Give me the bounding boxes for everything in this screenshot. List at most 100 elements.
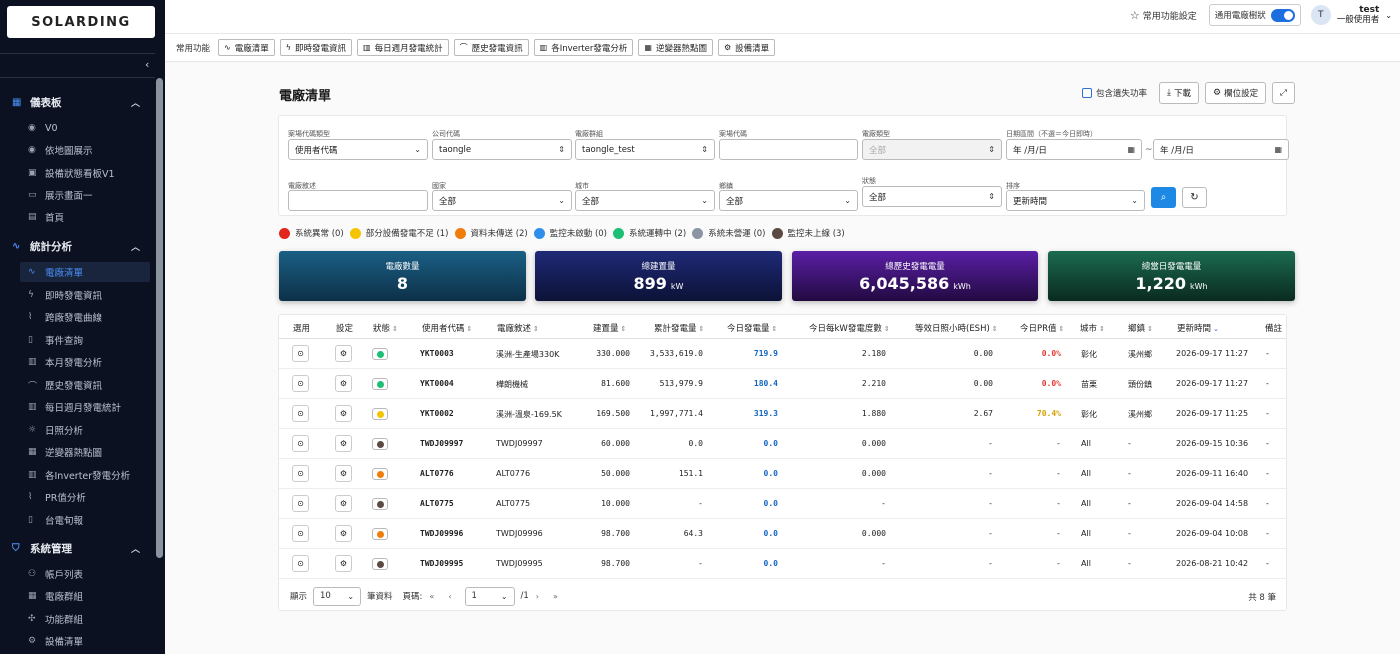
legend-item[interactable]: 資料未傳送 (2) bbox=[454, 227, 528, 239]
select-row-button[interactable]: ⊙ bbox=[292, 435, 309, 452]
column-header[interactable]: 累計發電量 ⇕ bbox=[654, 322, 704, 334]
date-from-input[interactable]: 年 /月/日 ▦ bbox=[1006, 139, 1142, 160]
last-page-icon[interactable]: » bbox=[553, 591, 558, 601]
plant-group-select[interactable]: taongle_test ⇕ bbox=[575, 139, 715, 160]
sidebar-item-heatmap[interactable]: ▦ 逆變器熱點圖 bbox=[20, 442, 150, 462]
row-settings-button[interactable]: ⚙ bbox=[335, 435, 352, 452]
column-header[interactable]: 今日發電量 ⇕ bbox=[727, 322, 777, 334]
sidebar-item-report[interactable]: ▯ 台電旬報 bbox=[20, 510, 150, 530]
sidebar-group-analytics[interactable]: ∿ 統計分析 ︿ bbox=[12, 237, 140, 255]
sidebar-item-events[interactable]: ▯ 事件查詢 bbox=[20, 330, 150, 350]
sidebar-item-home[interactable]: ▤ 首頁 bbox=[20, 207, 150, 227]
status-select[interactable]: 全部 ⇕ bbox=[862, 186, 1002, 207]
country-select[interactable]: 全部 ⌄ bbox=[432, 190, 572, 211]
select-row-button[interactable]: ⊙ bbox=[292, 345, 309, 362]
column-header[interactable]: 今日PR值 ⇕ bbox=[1020, 322, 1064, 334]
page-size-select[interactable]: 10 ⌄ bbox=[313, 586, 362, 606]
legend-item[interactable]: 系統運轉中 (2) bbox=[613, 227, 686, 239]
plant-desc-input[interactable] bbox=[288, 190, 428, 211]
column-header[interactable]: 鄉鎮 ⇕ bbox=[1128, 322, 1153, 334]
sidebar-group-dashboard[interactable]: ▦ 儀表板 ︿ bbox=[12, 93, 140, 111]
sidebar-item-monthly[interactable]: ▥ 本月發電分析 bbox=[20, 352, 150, 372]
code-type-select[interactable]: 使用者代碼 ⌄ bbox=[288, 139, 428, 160]
user-info[interactable]: test 一般使用者 bbox=[1337, 5, 1380, 25]
include-loss-checkbox[interactable] bbox=[1082, 88, 1092, 98]
select-row-button[interactable]: ⊙ bbox=[292, 495, 309, 512]
next-page-icon[interactable]: › bbox=[535, 591, 539, 601]
chevron-down-icon[interactable]: ⌄ bbox=[1385, 10, 1392, 20]
legend-item[interactable]: 監控未上線 (3) bbox=[771, 227, 845, 239]
column-header[interactable]: 使用者代碼 ⇕ bbox=[422, 322, 472, 334]
sidebar-item-v0[interactable]: ◉ V0 bbox=[20, 118, 150, 138]
row-settings-button[interactable]: ⚙ bbox=[335, 555, 352, 572]
select-row-button[interactable]: ⊙ bbox=[292, 525, 309, 542]
toggle-switch[interactable] bbox=[1270, 8, 1295, 22]
sidebar-item-cross-curve[interactable]: ⌇ 跨廠發電曲線 bbox=[20, 307, 150, 327]
column-header[interactable]: 電廠敘述 ⇕ bbox=[497, 322, 539, 334]
search-button[interactable]: ⌕ bbox=[1151, 187, 1176, 208]
row-settings-button[interactable]: ⚙ bbox=[335, 495, 352, 512]
sidebar-group-system[interactable]: ⛉ 系統管理 ︿ bbox=[12, 539, 140, 557]
current-page-select[interactable]: 1 ⌄ bbox=[464, 586, 515, 606]
row-settings-button[interactable]: ⚙ bbox=[335, 405, 352, 422]
sidebar-item-irradiance[interactable]: ☼ 日照分析 bbox=[20, 420, 150, 440]
site-code-input[interactable] bbox=[719, 139, 858, 160]
first-page-icon[interactable]: « bbox=[429, 591, 435, 601]
quick-heatmap-button[interactable]: ▦ 逆變器熱點圖 bbox=[638, 39, 713, 56]
column-header[interactable]: 等效日照小時(ESH) ⇕ bbox=[915, 322, 998, 334]
quick-realtime-button[interactable]: ϟ 即時發電資訊 bbox=[279, 39, 353, 56]
sidebar-item-display[interactable]: ▭ 展示畫面一 bbox=[20, 185, 150, 205]
column-header[interactable]: 城市 ⇕ bbox=[1080, 322, 1105, 334]
sort-select[interactable]: 更新時間 ⌄ bbox=[1006, 190, 1145, 211]
select-row-button[interactable]: ⊙ bbox=[292, 375, 309, 392]
sidebar-item-inverter[interactable]: ▥ 各Inverter發電分析 bbox=[20, 465, 150, 485]
sidebar-item-history[interactable]: ⌒ 歷史發電資訊 bbox=[20, 375, 150, 395]
row-settings-button[interactable]: ⚙ bbox=[335, 375, 352, 392]
row-settings-button[interactable]: ⚙ bbox=[335, 525, 352, 542]
fullscreen-button[interactable]: ⤢ bbox=[1272, 82, 1295, 104]
prev-page-icon[interactable]: ‹ bbox=[448, 591, 452, 601]
sidebar-item-period-stats[interactable]: ▥ 每日週月發電統計 bbox=[20, 397, 150, 417]
legend-item[interactable]: 系統未營運 (0) bbox=[692, 227, 766, 239]
sidebar-item-plant-groups[interactable]: ▦ 電廠群組 bbox=[20, 586, 150, 606]
row-settings-button[interactable]: ⚙ bbox=[335, 345, 352, 362]
favorites-settings-link[interactable]: ☆ 常用功能設定 bbox=[1130, 9, 1197, 22]
collapse-sidebar-icon[interactable]: ‹ bbox=[145, 58, 150, 71]
column-header[interactable]: 今日每kW發電度數 ⇕ bbox=[809, 322, 890, 334]
quick-devices-button[interactable]: ⚙ 設備清單 bbox=[717, 39, 776, 56]
legend-item[interactable]: 監控未啟動 (0) bbox=[533, 227, 607, 239]
sidebar-item-accounts[interactable]: ⚇ 帳戶列表 bbox=[20, 564, 150, 584]
sidebar-item-devices[interactable]: ⚙ 設備清單 bbox=[20, 631, 150, 651]
column-settings-button[interactable]: ⚙ 欄位設定 bbox=[1205, 82, 1267, 104]
plant-tree-toggle[interactable]: 通用電廠樹狀 bbox=[1208, 4, 1301, 26]
download-button[interactable]: ⤓ 下載 bbox=[1159, 82, 1200, 104]
logo[interactable]: SOLARDING bbox=[7, 6, 155, 38]
company-code-select[interactable]: taongle ⇕ bbox=[432, 139, 572, 160]
sidebar-item-pr[interactable]: ⌇ PR值分析 bbox=[20, 487, 150, 507]
row-settings-button[interactable]: ⚙ bbox=[335, 465, 352, 482]
select-row-button[interactable]: ⊙ bbox=[292, 405, 309, 422]
legend-item[interactable]: 系統異常 (0) bbox=[279, 227, 344, 239]
sidebar-item-device-board[interactable]: ▣ 設備狀態看板V1 bbox=[20, 163, 150, 183]
sidebar-item-realtime[interactable]: ϟ 即時發電資訊 bbox=[20, 285, 150, 305]
quick-plant-list-button[interactable]: ∿ 電廠清單 bbox=[218, 39, 275, 56]
sort-icon: ⇕ bbox=[392, 325, 398, 333]
town-select[interactable]: 全部 ⌄ bbox=[719, 190, 858, 211]
date-to-input[interactable]: 年 /月/日 ▦ bbox=[1153, 139, 1289, 160]
quick-period-stats-button[interactable]: ▥ 每日週月發電統計 bbox=[357, 39, 449, 56]
select-row-button[interactable]: ⊙ bbox=[292, 465, 309, 482]
column-header[interactable]: 更新時間 ⌄ bbox=[1177, 322, 1219, 334]
legend-item[interactable]: 部分設備發電不足 (1) bbox=[349, 227, 449, 239]
sidebar-item-function-groups[interactable]: ✣ 功能群組 bbox=[20, 609, 150, 629]
reset-button[interactable]: ↻ bbox=[1182, 187, 1207, 208]
sidebar-item-map[interactable]: ◉ 依地圖展示 bbox=[20, 140, 150, 160]
column-header[interactable]: 建置量 ⇕ bbox=[593, 322, 626, 334]
quick-inverter-button[interactable]: ▥ 各Inverter發電分析 bbox=[533, 39, 634, 56]
avatar[interactable]: T bbox=[1310, 5, 1331, 25]
sidebar-scrollbar[interactable] bbox=[156, 78, 163, 558]
sidebar-item-plant-list[interactable]: ∿ 電廠清單 bbox=[20, 262, 150, 282]
quick-history-button[interactable]: ⌒ 歷史發電資訊 bbox=[453, 39, 529, 56]
city-select[interactable]: 全部 ⌄ bbox=[575, 190, 715, 211]
column-header[interactable]: 狀態 ⇕ bbox=[373, 322, 398, 334]
select-row-button[interactable]: ⊙ bbox=[292, 555, 309, 572]
